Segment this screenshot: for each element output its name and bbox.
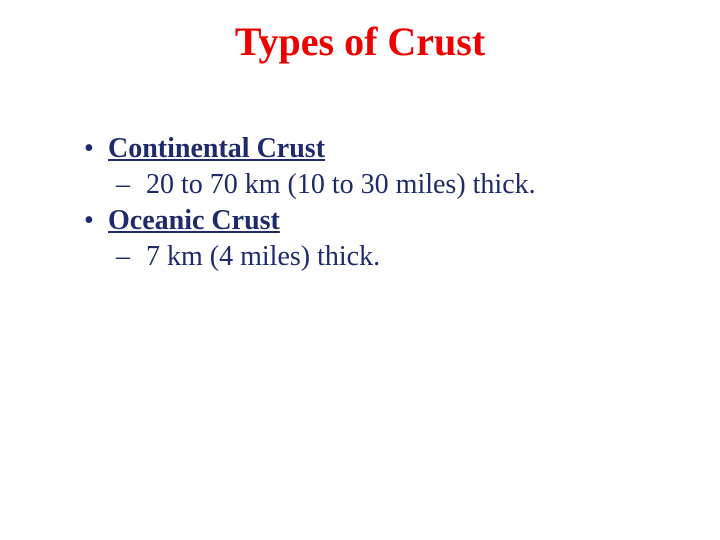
dash-icon: –	[116, 169, 146, 201]
list-subitem: – 7 km (4 miles) thick.	[80, 241, 660, 273]
bullet-icon: •	[80, 205, 108, 237]
list-subitem: – 20 to 70 km (10 to 30 miles) thick.	[80, 169, 660, 201]
list-item-heading: Continental Crust	[108, 133, 325, 165]
bullet-icon: •	[80, 133, 108, 165]
slide-body: • Continental Crust – 20 to 70 km (10 to…	[60, 133, 660, 273]
list-subitem-text: 7 km (4 miles) thick.	[146, 241, 380, 273]
list-item: • Continental Crust	[80, 133, 660, 165]
slide-title: Types of Crust	[60, 18, 660, 65]
dash-icon: –	[116, 241, 146, 273]
list-item: • Oceanic Crust	[80, 205, 660, 237]
list-item-heading: Oceanic Crust	[108, 205, 280, 237]
slide: Types of Crust • Continental Crust – 20 …	[0, 0, 720, 540]
list-subitem-text: 20 to 70 km (10 to 30 miles) thick.	[146, 169, 536, 201]
